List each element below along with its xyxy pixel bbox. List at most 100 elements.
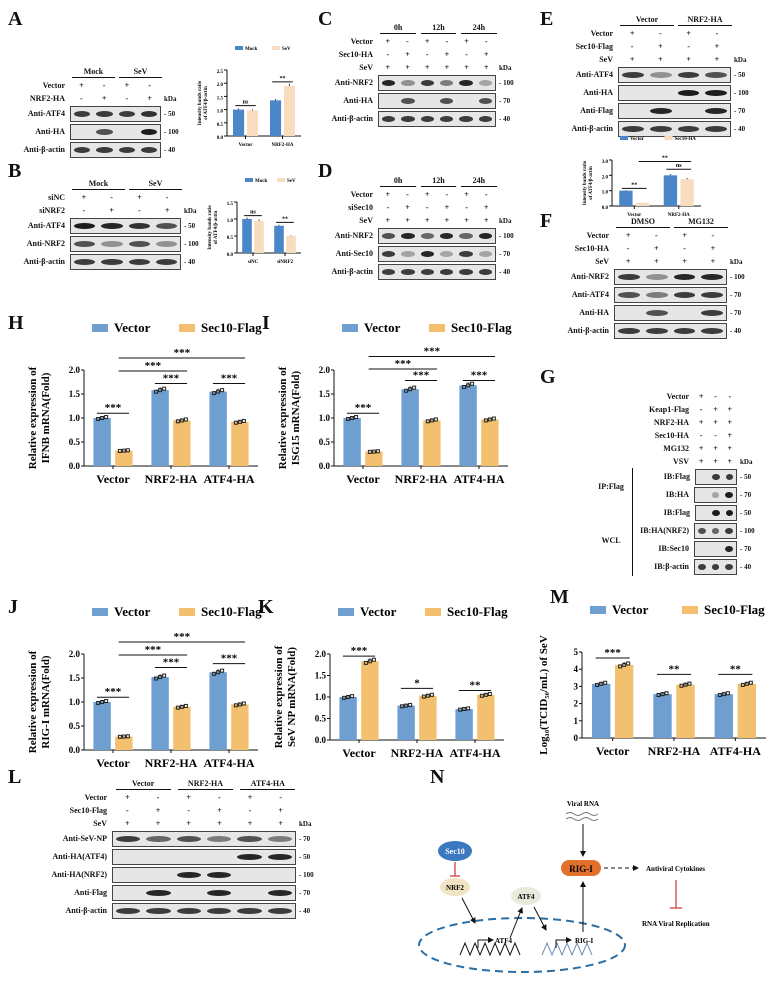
blot-row: Anti-NRF2 - 100 [556,268,756,285]
blot-strip [112,866,296,883]
protein-band [439,79,454,86]
legend-swatch [342,324,358,332]
condition-sign: - [465,50,468,59]
condition-label: SeV [599,55,613,64]
protein-band [237,835,262,842]
condition-sign: + [385,216,391,225]
kda-marker: - 40 [740,562,752,571]
bar [653,694,672,738]
y-axis-label: Intensity bands ratio [208,205,213,250]
blot-row: Anti-ATF4 - 70 [556,286,756,303]
x-tick-label: siNC [248,260,259,265]
blot-row: Anti-Sec10 - 70 [320,245,525,262]
kda-marker: - 100 [299,870,314,879]
data-point [175,419,180,424]
blot-strip [614,286,727,303]
significance-label: *** [105,686,122,698]
data-point [183,703,188,708]
condition-sign: + [713,457,718,466]
legend-swatch [277,178,285,182]
blot-strip [112,848,296,865]
kda-marker: - 70 [299,888,311,897]
y-tick-label: 5 [574,647,579,657]
protein-band [382,268,396,275]
condition-sign: + [464,216,469,225]
antibody-label: Anti-NRF2 [334,78,373,87]
y-tick-label: 2 [574,699,579,709]
legend-label: Sec10-Flag [201,320,262,335]
bar-chart-k: Vector Sec10-Flag 0.0 0.5 1.0 1.5 2.0 Vector NRF… [273,604,508,760]
protein-band [267,853,292,860]
condition-label: Vector [350,37,373,46]
panel-label-a: A [8,8,23,30]
data-point [740,682,745,687]
group-label: ATF4-HA [240,778,296,790]
bar [397,705,415,740]
kda-header: kDa [734,55,747,64]
condition-lanes: + + + + + + [112,819,296,828]
legend-swatch [682,606,698,614]
condition-lanes: + - + - [618,29,731,38]
blot-strip [378,92,496,109]
significance-label: *** [604,647,621,659]
condition-sign: - [406,37,409,46]
blot-strip [614,304,727,321]
data-point [664,691,669,696]
viral-rna-label: Viral RNA [567,800,599,808]
protein-band [478,268,492,275]
condition-row: VSV + + + kDa [590,455,766,468]
condition-sign: - [445,190,449,199]
condition-sign: - [683,244,686,253]
condition-sign: + [385,63,391,72]
nucleus-outline [418,917,626,973]
atf4-gene-label: ATF4 [495,937,512,945]
data-point [104,415,109,420]
condition-sign: + [714,55,720,64]
condition-sign: + [654,244,659,253]
condition-lanes: + - + - [614,231,727,240]
data-point [408,387,413,392]
blot-strip [614,322,727,339]
significance-label: *** [163,656,180,668]
condition-sign: - [110,193,113,202]
bar [343,418,361,466]
condition-sign: + [686,29,691,38]
protein-band [673,291,696,298]
protein-band [176,871,201,878]
antibody-label: Anti-β-actin [23,257,65,266]
protein-band [478,79,492,86]
condition-sign: - [165,193,169,202]
protein-band [176,835,201,842]
western-blot-f: DMSO MG132 Vector + - + - Sec10-HA - + - + SeV + + + + kD… [556,216,756,340]
data-point [683,682,688,687]
condition-sign: - [386,50,390,59]
significance-label: *** [355,402,372,414]
condition-sign: + [464,37,469,46]
protein-band [96,146,113,153]
condition-sign: + [247,793,253,802]
data-point [346,695,351,699]
antibody-label: Anti-HA [35,127,65,136]
x-tick-label: Vector [96,472,130,486]
data-point [622,662,627,667]
x-tick-label: Vector [596,744,630,758]
legend-label: Vector [114,604,151,619]
antibody-label: IB:β-actin [654,562,689,571]
condition-row: Vector + - + - [556,229,756,242]
bar [680,179,694,206]
data-point [220,668,225,673]
blot-row: Anti-HA - 70 [556,304,756,321]
bar [591,683,611,738]
blot-strip [694,558,737,575]
blot-row: Anti-ATF4 - 50 [560,66,760,83]
condition-label: siSec10 [348,203,373,212]
bar [714,694,734,738]
panel-label-g: G [540,366,556,388]
western-blot-d: 0h 12h 24h Vector + - + - + - siSec10- + - + - + SeV + + + +… [320,175,525,281]
condition-sign: + [727,418,733,427]
blot-row: Anti-β-actin - 40 [10,141,190,158]
y-axis-label: Relative expression of [27,366,39,469]
protein-band [206,835,232,842]
condition-sign: + [385,37,391,46]
protein-band [673,327,696,334]
